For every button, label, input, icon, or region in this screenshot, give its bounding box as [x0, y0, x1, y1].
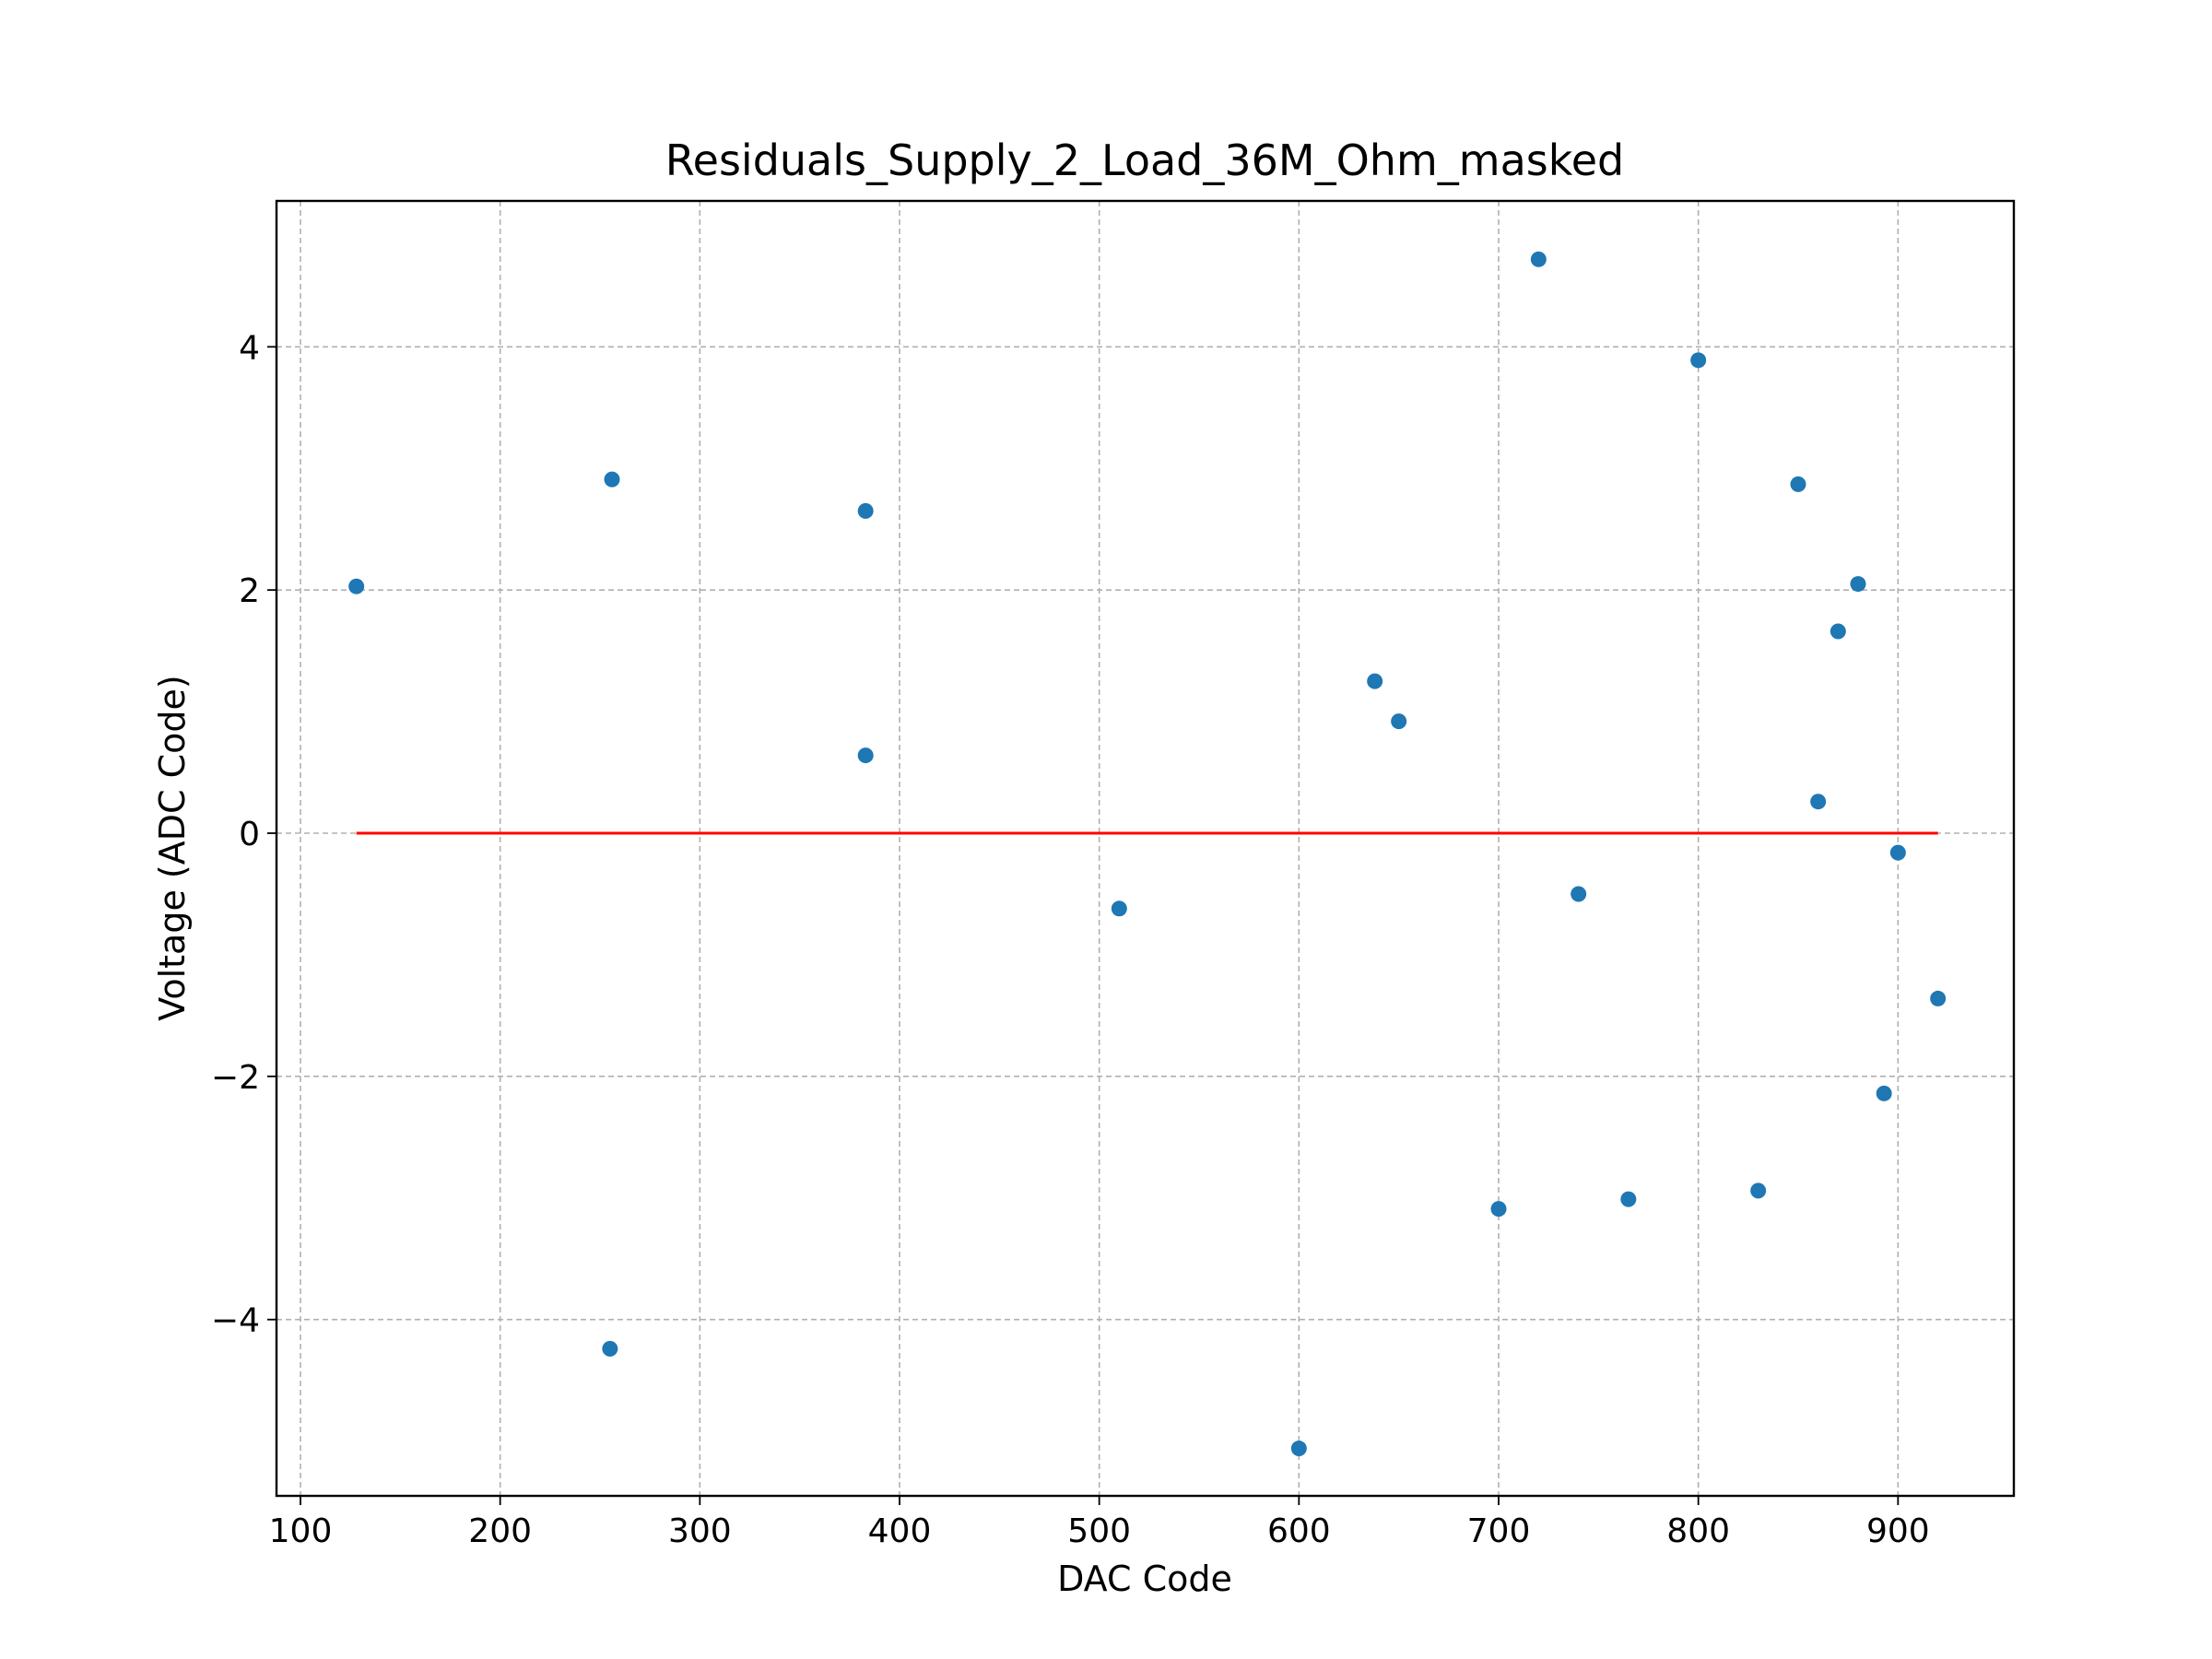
x-axis-label: DAC Code: [1057, 1559, 1232, 1599]
y-tick-label: −4: [211, 1302, 260, 1340]
y-axis-label: Voltage (ADC Code): [152, 675, 193, 1020]
data-point: [1790, 476, 1806, 492]
plot-frame: [275, 199, 2016, 1498]
data-point: [1876, 1085, 1892, 1101]
y-tick-label: 2: [239, 572, 260, 610]
x-tick-label: 500: [1067, 1512, 1131, 1550]
data-point: [1690, 352, 1707, 369]
data-point: [1571, 886, 1587, 902]
x-tick-label: 700: [1467, 1512, 1531, 1550]
x-tick-label: 400: [868, 1512, 932, 1550]
data-point: [1830, 623, 1846, 640]
chart-title: Residuals_Supply_2_Load_36M_Ohm_masked: [665, 135, 1624, 185]
data-point: [602, 1340, 618, 1357]
x-tick-label: 900: [1866, 1512, 1930, 1550]
data-point: [1490, 1201, 1507, 1218]
y-tick-label: 0: [239, 816, 260, 853]
data-point: [857, 502, 874, 519]
y-tick-label: −2: [211, 1059, 260, 1097]
data-point: [1930, 990, 1947, 1006]
axis-ticks: 100 200 300 400 500 600 700 800 900 −4 −2 0 2 4: [211, 329, 1930, 1550]
data-point: [348, 578, 365, 594]
x-tick-label: 200: [468, 1512, 532, 1550]
x-tick-label: 600: [1267, 1512, 1331, 1550]
data-point: [1391, 713, 1407, 730]
data-point: [604, 471, 620, 488]
data-point: [1620, 1191, 1637, 1207]
data-point: [1810, 794, 1827, 810]
x-tick-label: 100: [269, 1512, 333, 1550]
data-point: [1750, 1182, 1767, 1199]
data-point: [1889, 844, 1906, 861]
x-tick-label: 300: [668, 1512, 732, 1550]
data-point: [1367, 673, 1383, 689]
data-point: [1111, 900, 1127, 917]
x-tick-label: 800: [1666, 1512, 1730, 1550]
y-tick-label: 4: [239, 329, 260, 367]
data-point: [1530, 251, 1547, 267]
data-points: [348, 251, 1947, 1457]
data-point: [857, 747, 874, 764]
data-point: [1850, 576, 1866, 593]
data-point: [1290, 1441, 1307, 1457]
